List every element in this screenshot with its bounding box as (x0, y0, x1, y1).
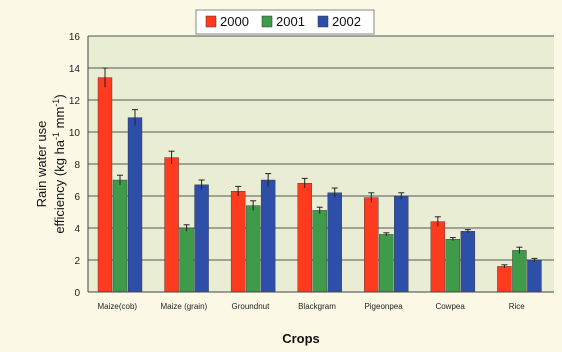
error-bars (102, 67, 538, 268)
legend-label: 2001 (276, 14, 305, 29)
legend-box (195, 9, 375, 35)
y-axis-title-text-c: ) (52, 94, 67, 98)
y-tick-labels: 0 2 4 6 8 10 12 14 16 (69, 32, 81, 299)
x-tick-labels: Maize(cob) Maize (grain) Groundnut Blackgra… (97, 302, 525, 311)
x-axis-title: Crops (282, 331, 320, 346)
x-tick-label: Rice (509, 302, 526, 311)
legend: 2000 2001 2002 (195, 9, 375, 35)
y-tick-label: 4 (74, 224, 80, 235)
x-tick-label: Maize(cob) (97, 302, 137, 311)
bar (127, 117, 143, 293)
bar (394, 195, 409, 293)
y-tick-label: 10 (69, 128, 81, 139)
x-tick-label: Groundnut (232, 302, 271, 311)
y-tick-label: 16 (69, 32, 81, 43)
y-axis-title-line1: Rain water use (34, 121, 49, 208)
gridlines (88, 35, 554, 261)
y-axis-title-text-b: mm (52, 107, 67, 132)
bar (497, 266, 512, 293)
bar (97, 77, 113, 293)
y-axis-title-sup-a: -1 (51, 132, 61, 140)
bar (430, 221, 446, 293)
y-tick-label: 8 (74, 160, 80, 171)
bar (245, 205, 261, 293)
legend-swatch (317, 15, 329, 28)
y-axis-title: Rain water use efficiency (kg ha-1 mm-1) (34, 94, 67, 233)
legend-label: 2002 (332, 14, 361, 29)
x-tick-label: Blackgram (298, 302, 336, 311)
y-tick-label: 2 (74, 256, 80, 267)
y-axis-title-line2: efficiency (kg ha-1 mm-1) (51, 94, 67, 233)
x-tick-label: Cowpea (435, 302, 465, 311)
legend-swatch (205, 15, 217, 28)
bar (164, 157, 179, 293)
bar (460, 230, 476, 293)
y-tick-label: 6 (74, 192, 80, 203)
legend-swatch (261, 15, 273, 28)
x-tick-label: Maize (grain) (161, 302, 208, 311)
bar (512, 250, 527, 293)
bar (364, 197, 379, 293)
y-tick-label: 12 (69, 96, 81, 107)
bar (194, 184, 209, 293)
bar (260, 179, 276, 293)
bar (445, 238, 461, 293)
bar (327, 192, 342, 293)
y-axis-title-text-a: efficiency (kg ha (52, 139, 67, 233)
bar (527, 259, 542, 293)
bar (297, 182, 312, 293)
legend-label: 2000 (220, 14, 249, 29)
bar (379, 234, 394, 293)
bar (179, 227, 194, 293)
bar (312, 210, 327, 293)
y-tick-label: 14 (69, 64, 81, 75)
x-tick-label: Pigeonpea (364, 302, 403, 311)
bar (112, 179, 128, 293)
y-tick-label: 0 (74, 288, 80, 299)
bar (230, 190, 246, 293)
y-axis-title-sup-b: -1 (51, 99, 61, 107)
